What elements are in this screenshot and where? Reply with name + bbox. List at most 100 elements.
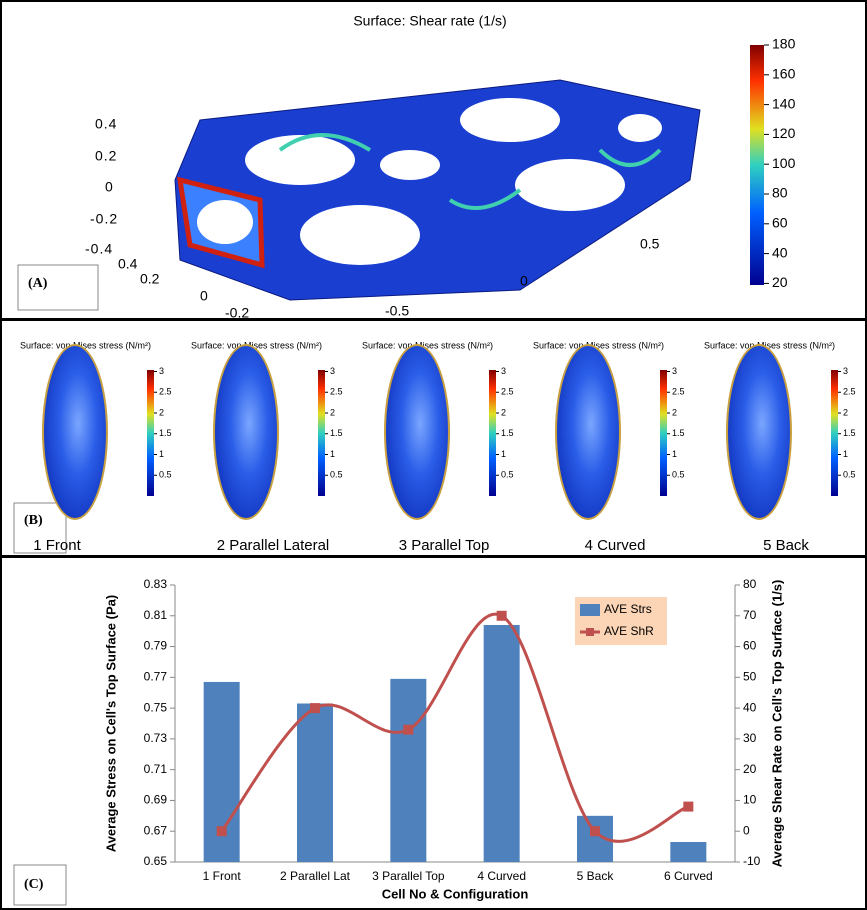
x-tick-label: 2 Parallel Lat: [280, 869, 351, 883]
bar: [670, 841, 707, 862]
bar: [483, 625, 520, 862]
y-axis-label: Average Stress on Cell's Top Surface (Pa…: [103, 595, 118, 852]
colorbar-label: 160: [772, 66, 796, 82]
z-tick-label: -0.2: [90, 211, 118, 227]
colorbar-label: 2: [501, 407, 506, 417]
colorbar-label: 180: [772, 36, 796, 52]
legend-swatch: [580, 604, 600, 616]
y-tick-label: 0.2: [140, 271, 160, 287]
y-tick-label: -0.2: [225, 305, 249, 321]
y2-tick-label: 0: [743, 823, 750, 837]
cell-render: [728, 346, 790, 518]
colorbar-label: 1: [501, 449, 506, 459]
panel-c-frame: [0, 556, 867, 910]
z-tick-label: 0.4: [95, 116, 117, 132]
panel-label-box: [13, 502, 67, 554]
colorbar-label: 3: [672, 366, 677, 376]
colorbar-label: 1: [672, 449, 677, 459]
marker: [403, 724, 414, 735]
line: [220, 612, 689, 843]
cell-title: Surface: von Mises stress (N/m²): [362, 340, 493, 350]
panel-label-box: [13, 864, 67, 906]
legend-label: AVE ShR: [604, 624, 654, 638]
colorbar-label: 1: [159, 449, 164, 459]
bar: [297, 703, 333, 862]
colorbar-label: 2.5: [501, 387, 514, 397]
colorbar-label: 0.5: [843, 470, 856, 480]
colorbar: [831, 370, 838, 496]
cell-title: Surface: von Mises stress (N/m²): [533, 340, 664, 350]
colorbar-label: 1.5: [843, 428, 856, 438]
colorbar-label: 1: [330, 449, 335, 459]
colorbar-label: 2.5: [672, 387, 685, 397]
x-tick-label: 0.5: [640, 236, 660, 252]
colorbar-label: 20: [772, 274, 788, 290]
y-tick-label: 0: [200, 288, 208, 304]
colorbar-label: 3: [159, 366, 164, 376]
colorbar-label: 1.5: [672, 428, 685, 438]
colorbar-label: 2: [672, 407, 677, 417]
y2-tick-label: 70: [743, 608, 757, 622]
colorbar-label: 1.5: [501, 428, 514, 438]
marker: [310, 703, 320, 714]
y2-tick-label: 50: [743, 670, 757, 684]
panel-title: Surface: Shear rate (1/s): [353, 13, 506, 29]
colorbar-label: 1.5: [159, 428, 172, 438]
cell-render: [44, 346, 106, 518]
panel-label-box: [17, 264, 99, 311]
x-tick-label: 3 Parallel Top: [372, 869, 445, 883]
legend-swatch: [586, 628, 594, 636]
colorbar-label: 40: [772, 244, 788, 260]
marker: [496, 610, 507, 621]
y2-tick-label: 60: [743, 639, 757, 653]
colorbar: [147, 370, 154, 496]
y2-tick-label: 80: [743, 577, 757, 591]
marker: [590, 826, 600, 837]
colorbar-label: 2: [159, 407, 164, 417]
colorbar-label: 3: [330, 366, 335, 376]
y2-tick-label: 40: [743, 700, 757, 714]
colorbar-label: 0.5: [672, 470, 685, 480]
marker: [216, 826, 227, 837]
x-tick-label: 6 Curved: [664, 869, 713, 883]
z-tick-label: 0: [105, 179, 114, 195]
colorbar: [318, 370, 325, 496]
cell-label: 2 Parallel Lateral: [217, 537, 330, 554]
colorbar-label: 3: [843, 366, 848, 376]
y-tick-label: 0.83: [144, 577, 168, 591]
y-tick-label: 0.81: [144, 608, 168, 622]
y-tick-label: 0.4: [118, 256, 138, 272]
colorbar: [489, 370, 496, 496]
colorbar-label: 2: [330, 407, 335, 417]
cell-render: [386, 346, 448, 518]
colorbar-label: 140: [772, 95, 796, 111]
z-tick-label: -0.4: [85, 241, 113, 257]
colorbar-label: 1: [843, 449, 848, 459]
cell-render: [557, 346, 619, 518]
cell-render: [215, 346, 277, 518]
shear-surface-render: [174, 79, 701, 301]
colorbar-label: 120: [772, 125, 796, 141]
cell-title: Surface: von Mises stress (N/m²): [704, 340, 835, 350]
bar: [390, 678, 427, 862]
cell-label: 1 Front: [33, 537, 81, 554]
colorbar-label: 80: [772, 185, 788, 201]
colorbar-label: 2.5: [330, 387, 343, 397]
y-tick-label: 0.73: [144, 731, 168, 745]
colorbar-label: 2.5: [843, 387, 856, 397]
colorbar-label: 1.5: [330, 428, 343, 438]
y-tick-label: 0.75: [144, 700, 168, 714]
panel-label: (A): [28, 276, 48, 291]
colorbar-label: 0.5: [159, 470, 172, 480]
cell-title: Surface: von Mises stress (N/m²): [191, 340, 322, 350]
colorbar-label: 100: [772, 155, 796, 171]
colorbar-label: 60: [772, 215, 788, 231]
y-tick-label: 0.77: [144, 670, 168, 684]
cell-label: 4 Curved: [585, 537, 646, 554]
y-tick-label: 0.65: [144, 854, 168, 868]
cell-label: 5 Back: [763, 537, 809, 554]
colorbar-label: 0.5: [330, 470, 343, 480]
y2-tick-label: -10: [743, 854, 761, 868]
y2-tick-label: 10: [743, 793, 757, 807]
z-tick-label: 0.2: [95, 148, 117, 164]
